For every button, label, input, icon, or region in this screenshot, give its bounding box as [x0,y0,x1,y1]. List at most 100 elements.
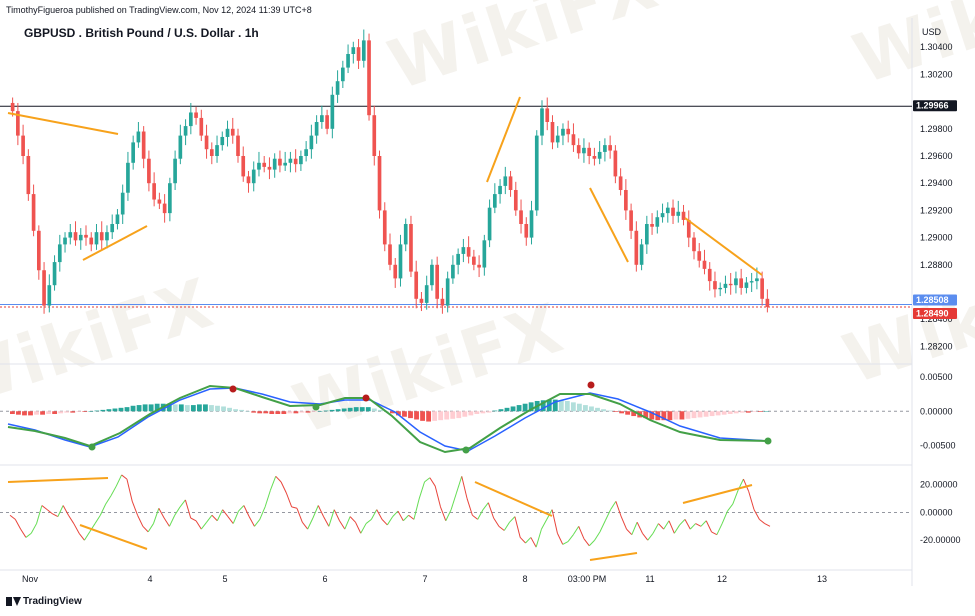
candle-body [215,145,219,156]
rsi-line-segment [567,534,574,542]
rsi-line-segment [450,492,457,510]
macd-histogram-bar [745,411,751,413]
rsi-line-segment [695,523,702,527]
candle-body [734,278,738,286]
candle-body [655,217,660,227]
price-tick-label: 1.30200 [920,69,953,79]
candle-body [561,128,565,136]
macd-histogram-bar [203,404,208,412]
candle-body [634,230,639,265]
candle-body [744,282,749,288]
rsi-line-segment [604,509,612,521]
macd-histogram-bar [438,411,444,421]
macd-histogram-bar [371,408,377,412]
rsi-line-segment [163,517,170,527]
tradingview-icon [6,597,21,606]
macd-histogram-bar [317,411,323,412]
candle-body [340,67,345,82]
candle-body [157,199,162,204]
candle-body [618,176,623,190]
candle-body [419,298,424,303]
rsi-line-segment [46,509,53,515]
candle-body [571,134,576,146]
tradingview-logo[interactable]: TradingView [6,596,82,607]
macd-histogram-bar [245,411,251,412]
rsi-line-segment [52,513,59,518]
macd-histogram-bar [118,407,124,412]
macd-histogram-bar [763,411,769,412]
candle-body [665,207,670,214]
rsi-line-segment [610,501,617,510]
macd-histogram-bar [426,411,432,422]
macd-histogram-bar [215,405,220,412]
time-tick-label: 8 [522,574,527,584]
candle-body [414,271,419,299]
rsi-line-segment [631,521,638,535]
candle-body [16,111,20,136]
candle-body [388,244,392,265]
macd-histogram-bar [22,411,27,416]
price-tick-label: 1.28400 [920,314,953,324]
candle-body [168,183,172,214]
macd-histogram-bar [124,407,130,412]
macd-histogram-bar [450,411,456,419]
candle-body [63,237,67,245]
price-tick-label: 1.29800 [920,124,953,134]
rsi-line-segment [254,519,261,527]
axes: 1.30400 1.30200 1.29800 1.29600 1.29400 1.292… [22,42,961,584]
candle-body [351,47,356,54]
candle-body [608,145,612,151]
candle-body [278,158,282,166]
price-level-tag [913,307,957,319]
rsi-line-segment [472,514,479,520]
price-level-tag [913,294,957,306]
rsi-trendline [7,477,109,483]
candle-body [430,264,434,286]
rsi-line-segment [689,523,696,530]
macd-histogram-bar [510,406,516,412]
candle-body [692,237,696,252]
price-tick-label: 1.28800 [920,260,953,270]
rsi-line-segment [652,523,659,534]
symbol-title[interactable]: GBPUSD . British Pound / U.S. Dollar . 1… [24,26,259,40]
candle-body [78,234,83,241]
candle-body [105,232,109,241]
macd-histogram-bar [564,400,570,412]
rsi-line-segment [184,499,192,519]
rsi-line-segment [498,525,505,531]
rsi-line-segment [721,510,728,524]
price-tick-label: 1.29000 [920,233,953,243]
rsi-line-segment [73,523,80,534]
macd-tick-label: -0.00500 [920,441,956,451]
macd-histogram-bar [709,411,715,417]
rsi-line-segment [179,499,186,508]
macd-histogram-bar [353,407,359,412]
macd-histogram-bar [703,411,709,417]
rsi-tick-label: 0.00000 [920,507,953,517]
macd-histogram-bar [540,400,546,412]
macd-histogram-bar [16,411,21,415]
macd-histogram-bar [34,411,39,415]
rsi-line-segment [599,520,606,533]
macd-histogram-bar [504,407,510,412]
macd-histogram-bar [691,411,697,419]
macd-cross-marker [587,381,595,389]
candle-body [173,158,177,184]
rsi-line-segment [195,520,202,530]
rsi-line-segment [296,508,303,523]
rsi-line-segment [620,516,627,530]
time-tick-label: 5 [222,574,227,584]
macd-histogram-bar [619,411,625,414]
rsi-line-segment [94,514,101,524]
candle-body [466,247,471,257]
rsi-line-segment [323,516,330,527]
rsi-trendline [79,524,148,550]
rsi-line-segment [572,526,580,535]
macd-histogram-bar [281,411,287,414]
macd-histogram-bar [516,405,522,412]
macd-histogram-bar [196,404,202,412]
macd-histogram-bar [679,411,685,420]
candle-body [456,253,460,265]
rsi-line-segment [142,525,149,533]
